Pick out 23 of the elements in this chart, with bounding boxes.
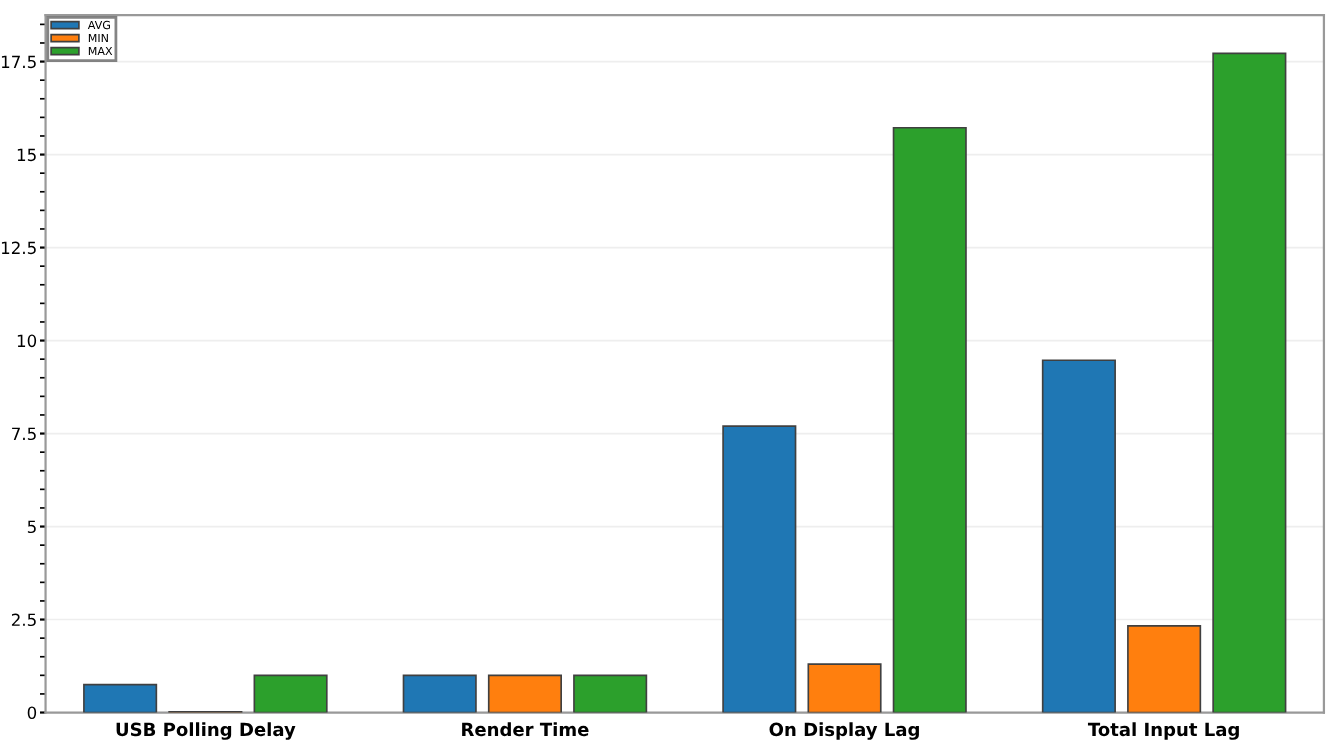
y-tick-label: 17.5 [1, 55, 36, 69]
x-tick-label: Total Input Lag [1087, 722, 1239, 740]
bar [1127, 625, 1202, 713]
y-tick-label: 7.5 [12, 427, 36, 441]
y-tick-label: 2.5 [11, 613, 36, 627]
bar [573, 674, 648, 713]
bar [487, 674, 563, 713]
bar [253, 674, 328, 713]
y-tick-label: 12.5 [1, 241, 36, 255]
x-tick-label: Render Time [462, 722, 589, 737]
y-tick-label: 10 [17, 334, 37, 348]
y-tick-label: 5 [27, 520, 36, 534]
bar [722, 425, 797, 713]
y-tick-label: 0 [27, 706, 37, 720]
x-tick-label: On Display Lag [769, 722, 919, 740]
bar [807, 663, 882, 713]
bar [1041, 359, 1116, 713]
bar [402, 674, 477, 713]
y-tick-label: 15 [17, 148, 36, 162]
bar [1212, 52, 1287, 713]
bar [892, 126, 967, 713]
bar [83, 683, 158, 713]
x-tick-label: USB Polling Delay [116, 722, 296, 740]
